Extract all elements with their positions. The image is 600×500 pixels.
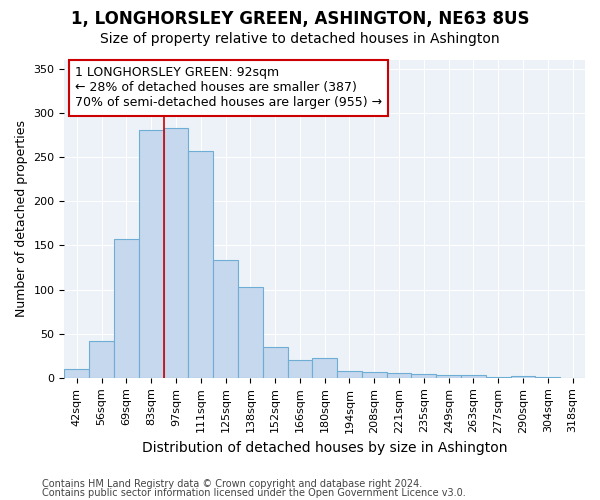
Text: Contains public sector information licensed under the Open Government Licence v3: Contains public sector information licen…: [42, 488, 466, 498]
Bar: [114, 239, 139, 378]
Text: Size of property relative to detached houses in Ashington: Size of property relative to detached ho…: [100, 32, 500, 46]
Bar: [535, 377, 560, 378]
Bar: [263, 347, 287, 378]
Bar: [164, 128, 188, 378]
Bar: [461, 375, 486, 378]
Bar: [486, 377, 511, 378]
Text: Contains HM Land Registry data © Crown copyright and database right 2024.: Contains HM Land Registry data © Crown c…: [42, 479, 422, 489]
X-axis label: Distribution of detached houses by size in Ashington: Distribution of detached houses by size …: [142, 441, 508, 455]
Text: 1, LONGHORSLEY GREEN, ASHINGTON, NE63 8US: 1, LONGHORSLEY GREEN, ASHINGTON, NE63 8U…: [71, 10, 529, 28]
Bar: [337, 371, 362, 378]
Text: 1 LONGHORSLEY GREEN: 92sqm
← 28% of detached houses are smaller (387)
70% of sem: 1 LONGHORSLEY GREEN: 92sqm ← 28% of deta…: [75, 66, 382, 110]
Y-axis label: Number of detached properties: Number of detached properties: [15, 120, 28, 318]
Bar: [64, 369, 89, 378]
Bar: [313, 358, 337, 378]
Bar: [89, 340, 114, 378]
Bar: [287, 360, 313, 378]
Bar: [238, 287, 263, 378]
Bar: [188, 151, 213, 378]
Bar: [412, 374, 436, 378]
Bar: [511, 376, 535, 378]
Bar: [362, 372, 386, 378]
Bar: [386, 374, 412, 378]
Bar: [139, 130, 164, 378]
Bar: [213, 260, 238, 378]
Bar: [436, 375, 461, 378]
